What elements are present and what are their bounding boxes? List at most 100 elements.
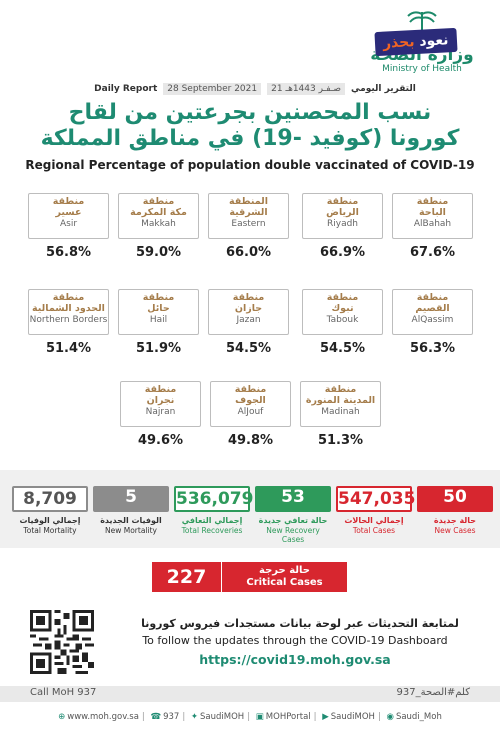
stat-label-en: Total Recoveries [181,526,243,535]
critical-value: 227 [152,562,222,592]
region-percent: 67.6% [409,245,456,260]
stat-value: 53 [255,486,331,512]
twitter-link[interactable]: ✦ SaudiMOH [191,712,244,722]
report-label-ar: التقرير اليومي [351,84,416,94]
stats-strip: 8,709 إجمالي الوفيات Total Mortality 5 ا… [0,470,500,548]
region-name-en: Eastern [231,219,266,229]
title-arabic-line1: نسب المحصنين بجرعتين من لقاح [68,100,432,125]
region-percent: 56.3% [409,341,456,356]
stat-value: 5 [93,486,169,512]
region-percent: 51.3% [317,433,364,448]
region-name-ar: مكة المكرمة [130,207,187,218]
portal-icon: ▣ [255,712,264,722]
region-card: منطقة عسير Asir 56.8% [28,193,109,265]
region-prefix: منطقة [416,196,449,207]
region-prefix: منطقة [142,196,175,207]
region-percent: 66.9% [319,245,366,260]
snapchat-icon: ◉ [386,712,394,722]
region-prefix: منطقة [324,384,357,395]
region-prefix: منطقة [142,292,175,303]
snapchat-link-label: Saudi_Moh [395,712,442,722]
stat-new-cases: 50 حالة جديدة New Cases [417,486,493,535]
region-card: منطقة حائل Hail 51.9% [118,289,199,361]
region-percent: 49.6% [137,433,184,448]
report-line: Daily Report 28 September 2021 21 صـفـر … [90,82,420,96]
region-name-ar: الباحة [419,207,446,218]
region-name-en: Riyadh [326,219,358,229]
region-prefix: منطقة [326,196,359,207]
stat-label-ar: إجمالي الوفيات [19,516,81,525]
youtube-link-label: SaudiMOH [330,712,375,722]
stat-label-en: New Recovery Cases [266,526,320,544]
stat-label-ar: حالة تعافي جديدة [258,516,328,525]
critical-cases: 227 حالة حرجة Critical Cases [152,562,347,592]
stat-label-ar: حالة جديدة [433,516,477,525]
qr-code-icon[interactable] [30,610,94,674]
stat-value: 8,709 [12,486,88,512]
region-name-ar: عسير [55,207,82,218]
website-link[interactable]: ⊕ www.moh.gov.sa [58,712,139,722]
portal-link[interactable]: ▣ MOHPortal [256,712,311,722]
region-card: منطقة المدينة المنورة Madinah 51.3% [300,381,381,453]
stat-label-en: New Mortality [105,526,157,535]
region-card: منطقة الباحة AlBahah 67.6% [392,193,473,265]
phone-link-label: 937 [163,712,180,722]
region-prefix: منطقة [326,292,359,303]
twitter-link-label: SaudiMOH [200,712,245,722]
region-name-en: AlBahah [413,219,452,229]
report-label-en: Daily Report [94,84,158,94]
region-card: المنطقة الشرقية Eastern 66.0% [208,193,289,265]
region-card: منطقة نجران Najran 49.6% [120,381,201,453]
snapchat-link[interactable]: ◉ Saudi_Moh [387,712,442,722]
stat-label-ar: الوفيات الجديدة [100,516,162,525]
dashboard-text-en: To follow the updates through the COVID-… [142,634,448,647]
report-date-ar: 21 صـفـر 1443هـ [267,83,346,95]
region-percent: 56.8% [45,245,92,260]
stat-label-ar: إجمالي التعافي [181,516,243,525]
region-name-en: Makkah [141,219,176,229]
title-arabic-line2: كورونا (كوفيد -19) في مناطق المملكة [40,126,460,151]
header: وزارة الصحة Ministry of Health نعود بحذر [0,0,500,80]
region-name-ar: الحدود الشمالية [32,303,105,314]
youtube-link[interactable]: ▶ SaudiMOH [322,712,375,722]
badge-text-1: نعود [418,32,449,50]
stat-new-recoveries: 53 حالة تعافي جديدة New Recovery Cases [255,486,331,544]
region-prefix: منطقة [52,292,85,303]
region-card: منطقة مكة المكرمة Makkah 59.0% [118,193,199,265]
badge-text-2: بحذر [382,34,415,52]
region-card: منطقة القصيم AlQassim 56.3% [392,289,473,361]
region-name-en: AlJouf [237,407,264,417]
region-name-ar: القصيم [415,303,450,314]
stat-label-en: Total Cases [352,526,396,535]
region-name-ar: نجران [146,395,175,406]
title-english: Regional Percentage of population double… [25,158,475,172]
region-prefix: منطقة [144,384,177,395]
region-percent: 49.8% [227,433,274,448]
region-name-ar: المدينة المنورة [305,395,376,406]
region-name-en: Jazan [236,315,261,325]
region-prefix: منطقة [52,196,85,207]
phone-icon: ☎ [150,712,162,722]
website-link-label: www.moh.gov.sa [67,712,139,722]
stat-total-mortality: 8,709 إجمالي الوفيات Total Mortality [12,486,88,535]
globe-icon: ⊕ [58,712,66,722]
region-percent: 59.0% [135,245,182,260]
region-percent: 54.5% [225,341,272,356]
stat-label-ar: إجمالي الحالات [344,516,404,525]
region-card: منطقة جازان Jazan 54.5% [208,289,289,361]
stat-total-cases: 547,035 إجمالي الحالات Total Cases [336,486,415,535]
stat-total-recoveries: 536,079 إجمالي التعافي Total Recoveries [174,486,253,535]
region-name-ar: الشرقية [229,207,268,218]
region-name-en: Hail [149,315,168,325]
region-prefix: منطقة [232,292,265,303]
region-name-en: AlQassim [411,315,454,325]
dashboard-link[interactable]: https://covid19.moh.gov.sa [199,652,391,667]
region-card: منطقة تبوك Tabouk 54.5% [302,289,383,361]
region-prefix: منطقة [234,384,267,395]
region-percent: 51.4% [45,341,92,356]
region-name-ar: جازان [234,303,263,314]
dashboard-text-ar: لمتابعة التحديثات عبر لوحة بيانات مستجدا… [141,617,459,630]
phone-link[interactable]: ☎ 937 [150,712,179,722]
region-percent: 66.0% [225,245,272,260]
call-moh-text: Call MoH 937 [30,687,97,698]
